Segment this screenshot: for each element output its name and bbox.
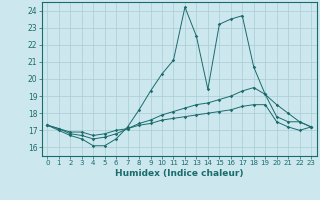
X-axis label: Humidex (Indice chaleur): Humidex (Indice chaleur) [115,169,244,178]
